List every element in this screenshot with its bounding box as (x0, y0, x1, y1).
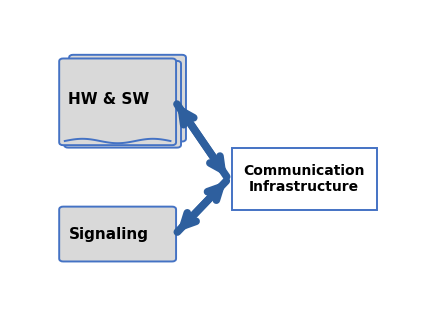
Bar (232, 148, 377, 210)
Text: Signaling: Signaling (69, 226, 149, 242)
FancyBboxPatch shape (69, 55, 186, 142)
Text: HW & SW: HW & SW (68, 92, 150, 107)
FancyBboxPatch shape (59, 207, 176, 261)
FancyBboxPatch shape (64, 61, 181, 148)
FancyBboxPatch shape (59, 59, 176, 145)
Text: Communication
Infrastructure: Communication Infrastructure (243, 164, 365, 194)
